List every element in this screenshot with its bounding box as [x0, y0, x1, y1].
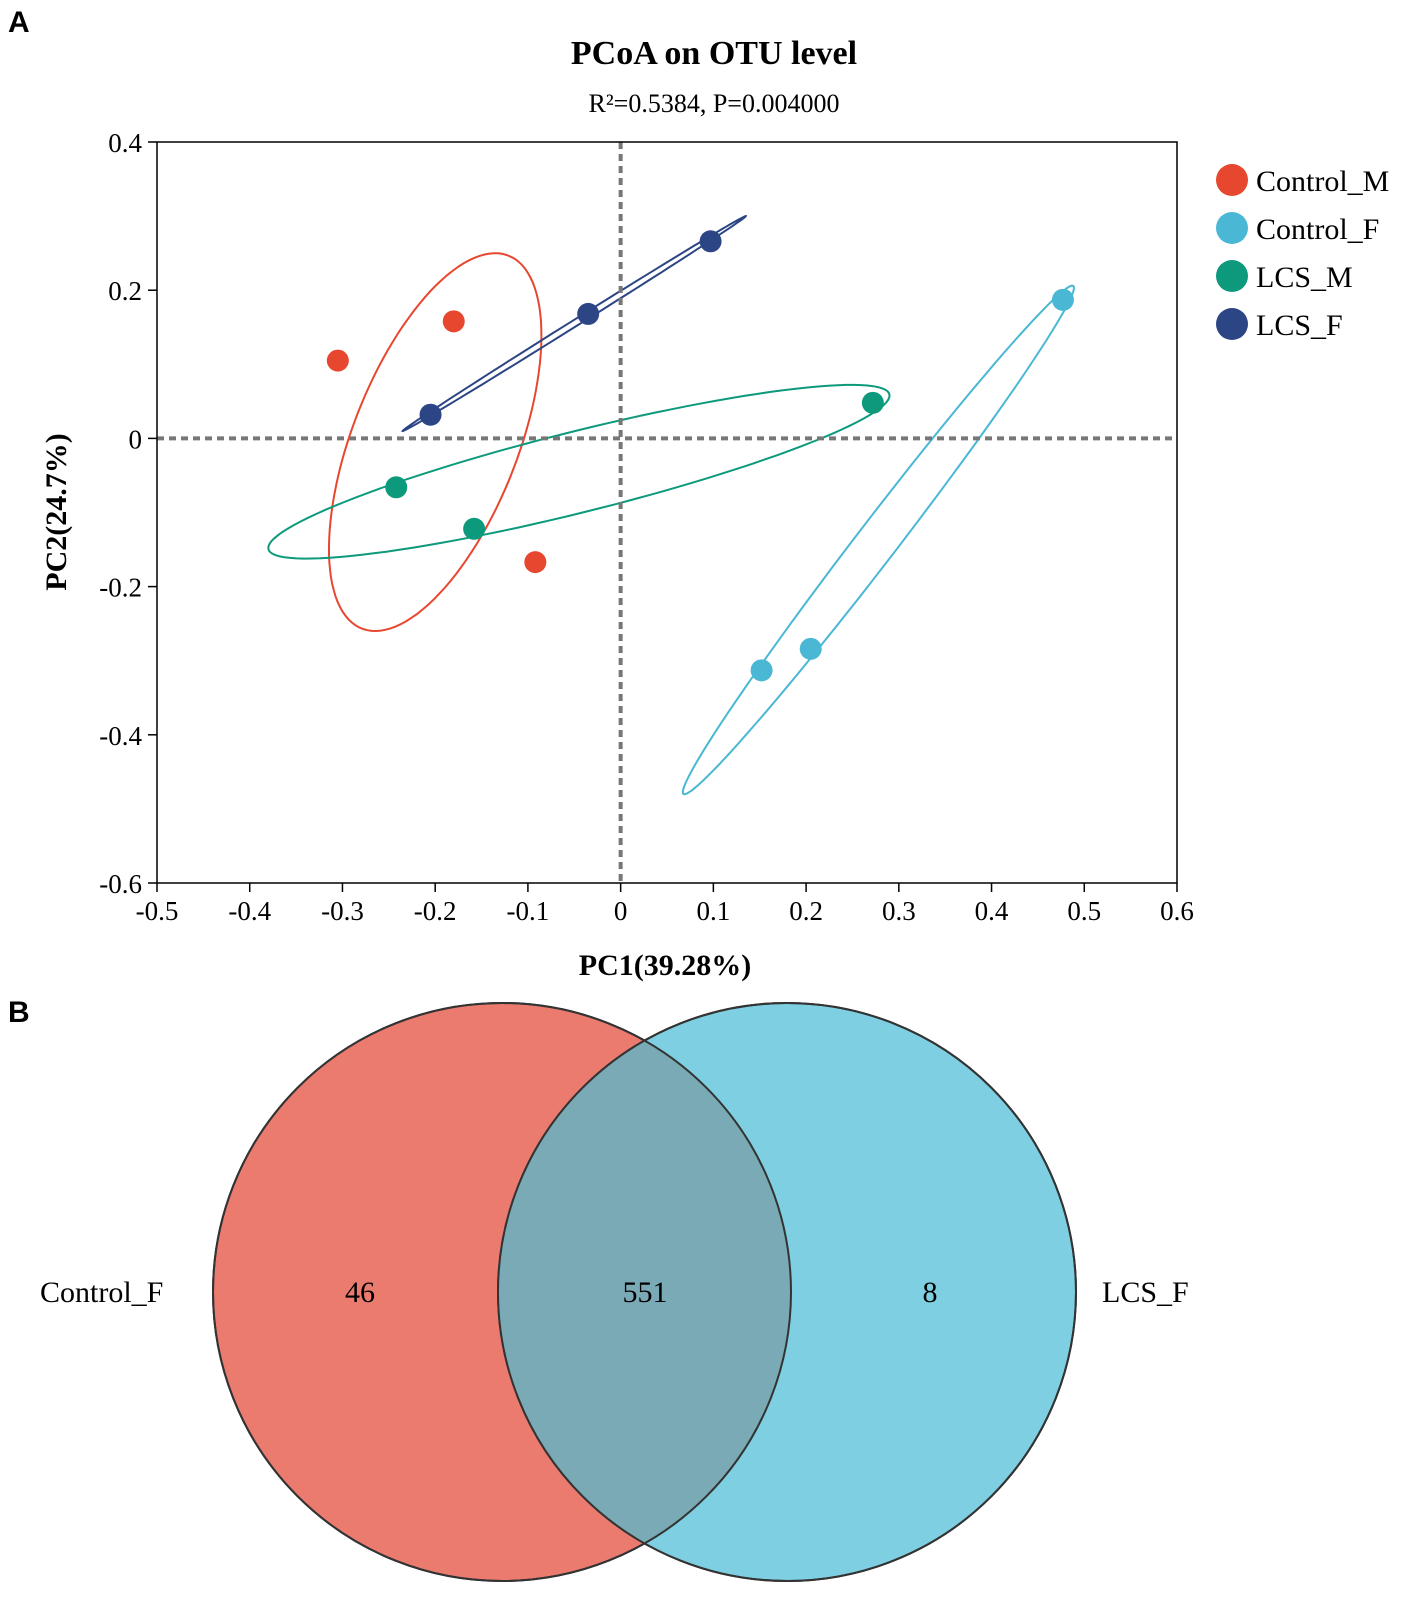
x-tick-label: 0.6 — [1160, 896, 1194, 926]
legend-label: Control_F — [1256, 213, 1379, 246]
point-control-f — [1051, 288, 1074, 311]
x-tick-label: -0.5 — [136, 896, 179, 926]
ellipse-control-f — [681, 284, 1076, 796]
legend: Control_M Control_F LCS_M LCS_F — [1216, 164, 1389, 342]
legend-marker — [1216, 260, 1248, 292]
x-tick-label: 0.5 — [1067, 896, 1101, 926]
data-points — [326, 230, 1074, 682]
venn-outline-left — [212, 1002, 792, 1582]
y-tick-label: -0.4 — [99, 721, 142, 751]
point-lcs-m — [861, 391, 884, 414]
group-ellipses — [267, 215, 1076, 796]
venn-count-control-f: 46 — [345, 1276, 375, 1309]
point-control-m — [442, 310, 465, 333]
venn-count-lcs-f: 8 — [923, 1276, 938, 1309]
x-tick-label: 0 — [614, 896, 628, 926]
ellipse-control-m — [328, 252, 543, 633]
x-axis-label: PC1(39.28%) — [579, 949, 751, 982]
point-lcs-f — [577, 302, 600, 325]
legend-label: LCS_F — [1256, 309, 1343, 342]
x-tick-label: 0.1 — [696, 896, 730, 926]
venn-outline-right — [497, 1002, 1077, 1582]
y-tick-label: -0.2 — [99, 573, 142, 603]
legend-marker — [1216, 212, 1248, 244]
point-lcs-f — [419, 403, 442, 426]
x-axis: -0.5 -0.4 -0.3 -0.2 -0.1 0 0.1 0.2 0.3 0.4 0.5 0.6 — [136, 883, 1194, 926]
ellipse-lcs-m — [267, 383, 891, 560]
y-tick-label: -0.6 — [99, 869, 142, 899]
chart-subtitle: R²=0.5384, P=0.004000 — [589, 89, 840, 118]
x-tick-label: 0.3 — [882, 896, 916, 926]
panel-label-a: A — [8, 6, 30, 39]
venn-intersection — [498, 1003, 791, 1581]
venn-count-shared: 551 — [623, 1276, 668, 1309]
x-tick-label: -0.2 — [414, 896, 457, 926]
pcoa-plot: -0.5 -0.4 -0.3 -0.2 -0.1 0 0.1 0.2 0.3 0.4 0.5 0.6 … — [99, 128, 1194, 926]
plot-frame — [156, 141, 1178, 884]
point-lcs-f — [699, 230, 722, 253]
x-tick-label: -0.3 — [321, 896, 364, 926]
point-control-f — [799, 637, 822, 660]
y-axis: 0.4 0.2 0 -0.2 -0.4 -0.6 — [99, 128, 157, 899]
y-tick-label: 0 — [129, 424, 143, 454]
point-control-f — [750, 659, 773, 682]
venn-label-control-f: Control_F — [40, 1276, 163, 1309]
chart-title: PCoA on OTU level — [571, 35, 857, 72]
x-tick-label: 0.4 — [975, 896, 1009, 926]
point-lcs-m — [463, 517, 486, 540]
legend-label: Control_M — [1256, 165, 1389, 198]
ellipse-lcs-f — [401, 215, 748, 432]
panel-label-b: B — [8, 996, 30, 1029]
point-control-m — [524, 551, 547, 574]
point-lcs-m — [385, 476, 408, 499]
y-axis-label: PC2(24.7%) — [40, 433, 73, 590]
reference-lines — [157, 142, 1177, 883]
y-tick-label: 0.2 — [108, 276, 142, 306]
legend-marker — [1216, 164, 1248, 196]
x-tick-label: -0.4 — [228, 896, 271, 926]
legend-marker — [1216, 308, 1248, 340]
legend-label: LCS_M — [1256, 261, 1353, 294]
x-tick-label: 0.2 — [789, 896, 823, 926]
x-tick-label: -0.1 — [507, 896, 550, 926]
point-control-m — [326, 349, 349, 372]
y-tick-label: 0.4 — [108, 128, 142, 158]
venn-label-lcs-f: LCS_F — [1102, 1276, 1189, 1309]
venn-diagram: Control_F LCS_F 46 551 8 — [40, 1002, 1189, 1582]
